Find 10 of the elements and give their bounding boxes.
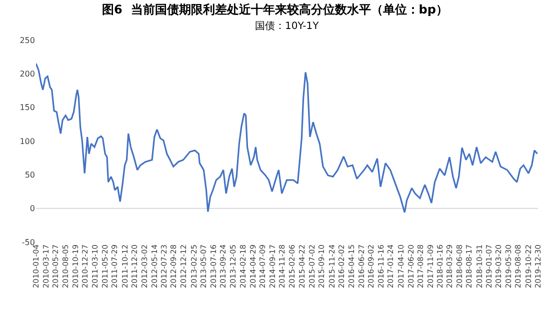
y-tick-label: 50 — [24, 170, 35, 180]
y-tick-label: -50 — [22, 238, 35, 247]
chart-title: 图6 当前国债期限利差处近十年来较高分位数水平（单位：bp） — [102, 2, 448, 16]
y-tick-label: 0 — [30, 204, 35, 214]
y-tick-label: 100 — [20, 136, 35, 146]
y-tick-label: 150 — [20, 103, 35, 112]
y-tick-label: 200 — [20, 69, 35, 78]
y-tick-label: 250 — [20, 36, 35, 45]
chart-subtitle: 国债：10Y-1Y — [255, 21, 320, 32]
line-series — [36, 62, 538, 214]
